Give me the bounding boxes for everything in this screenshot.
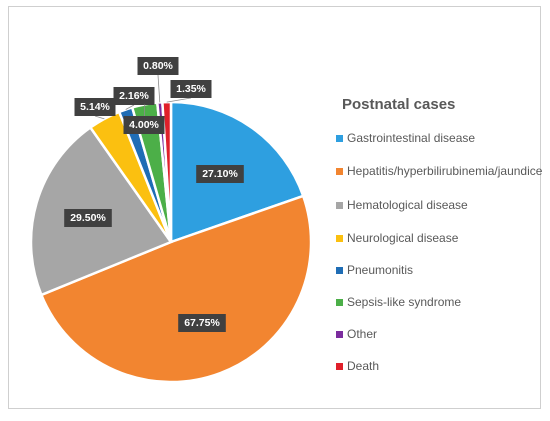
svg-text:0.80%: 0.80%	[143, 60, 173, 72]
svg-text:29.50%: 29.50%	[70, 212, 106, 224]
data-label: 67.75%	[178, 314, 226, 332]
legend-item: Neurological disease	[336, 231, 539, 246]
svg-text:67.75%: 67.75%	[184, 317, 220, 329]
data-label: 0.80%	[137, 57, 179, 75]
legend-label: Hepatitis/hyperbilirubinemia/jaundice	[347, 164, 543, 178]
legend-swatch	[336, 235, 343, 242]
svg-text:27.10%: 27.10%	[202, 168, 238, 180]
legend-item: Gastrointestinal disease	[336, 131, 539, 146]
legend-item: Other	[336, 327, 539, 342]
legend-swatch	[336, 363, 343, 370]
svg-text:2.16%: 2.16%	[119, 90, 149, 102]
data-label: 27.10%	[196, 165, 244, 183]
pie-slice	[39, 194, 313, 384]
data-label: 1.35%	[170, 80, 212, 98]
legend-label: Gastrointestinal disease	[347, 131, 476, 145]
data-label: 2.16%	[113, 87, 155, 105]
legend-item: Pneumonitis	[336, 263, 539, 278]
legend-swatch	[336, 135, 343, 142]
legend: Postnatal cases Gastrointestinal disease…	[336, 96, 542, 373]
legend-item: Hematological disease	[336, 198, 539, 213]
legend-label: Other	[347, 327, 378, 341]
legend-label: Pneumonitis	[347, 263, 414, 277]
leader-line	[157, 74, 161, 103]
legend-item: Sepsis-like syndrome	[336, 295, 539, 310]
legend-swatch	[336, 202, 343, 209]
legend-item: Death	[336, 359, 539, 374]
legend-swatch	[336, 168, 343, 175]
legend-label: Neurological disease	[347, 231, 459, 245]
legend-label: Sepsis-like syndrome	[347, 295, 462, 309]
legend-swatch	[336, 299, 343, 306]
svg-text:5.14%: 5.14%	[80, 101, 110, 113]
svg-text:1.35%: 1.35%	[176, 83, 206, 95]
legend-label: Death	[347, 359, 380, 373]
data-label: 4.00%	[123, 116, 165, 134]
legend-title: Postnatal cases	[342, 96, 456, 113]
legend-item: Hepatitis/hyperbilirubinemia/jaundice	[336, 164, 543, 179]
svg-text:4.00%: 4.00%	[129, 119, 159, 131]
leader-line	[125, 104, 135, 110]
leader-line	[166, 97, 192, 103]
pie-slice	[161, 100, 173, 243]
data-label: 29.50%	[64, 209, 112, 227]
legend-swatch	[336, 267, 343, 274]
legend-swatch	[336, 331, 343, 338]
data-label: 5.14%	[74, 98, 116, 116]
leader-line	[94, 115, 105, 120]
legend-label: Hematological disease	[347, 198, 468, 212]
